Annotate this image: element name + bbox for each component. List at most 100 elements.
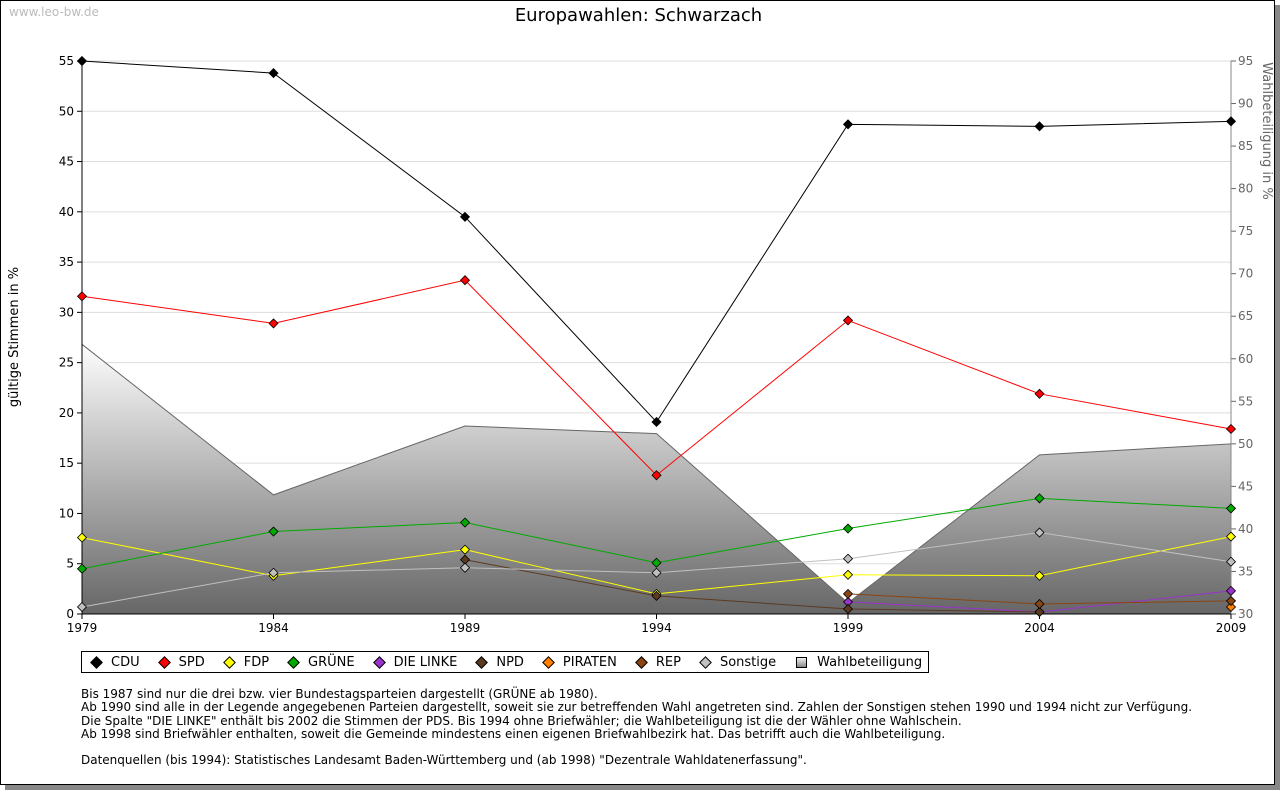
legend-marker-icon (372, 655, 386, 669)
data-point-rep (1034, 598, 1045, 610)
x-tick-label: 2004 (1024, 621, 1055, 635)
legend-item: Sonstige (695, 655, 776, 670)
data-point-grüne (268, 526, 279, 537)
y-tick-label: 55 (59, 54, 74, 68)
data-point-sonstige (651, 567, 662, 578)
y-tick-label: 10 (59, 506, 74, 520)
data-point-fdp (1225, 531, 1237, 542)
legend-label: NPD (496, 654, 524, 670)
data-point-spd (1034, 388, 1045, 399)
y2-tick-label: 60 (1238, 352, 1253, 366)
legend-label: SPD (178, 654, 205, 670)
data-point-grüne (459, 517, 471, 528)
series-line-cdu (81, 60, 1232, 423)
series-line-npd (464, 559, 1040, 613)
data-point-cdu (1225, 116, 1237, 127)
data-point-fdp (76, 532, 88, 543)
note-line: Bis 1987 sind nur die drei bzw. vier Bun… (81, 687, 598, 701)
legend-marker-icon (699, 655, 712, 669)
y2-tick-label: 75 (1238, 224, 1253, 238)
y2-tick-label: 65 (1238, 309, 1253, 323)
x-tick-label: 1989 (450, 621, 481, 635)
y-tick-label: 45 (59, 155, 74, 169)
y2-tick-label: 45 (1238, 479, 1253, 493)
chart-canvas: 0 5 10 15 20 25 30 35 40 45 50 55 30 35 40 45 50 55 60 65 70… (7, 54, 1274, 635)
note-line: Datenquellen (bis 1994): Statistisches L… (81, 753, 807, 768)
y-tick-label: 20 (59, 406, 74, 420)
data-point-rep (842, 588, 854, 599)
data-point-cdu (76, 55, 88, 67)
data-point-grüne (76, 563, 88, 574)
data-point-cdu (1034, 121, 1045, 132)
y2-tick-label: 50 (1238, 437, 1253, 451)
legend-marker-icon (157, 655, 171, 669)
legend-item: GRÜNE (283, 655, 355, 670)
y-tick-label: 0 (66, 607, 74, 621)
y2-tick-label: 30 (1238, 607, 1253, 621)
y-tick-label: 30 (59, 305, 74, 319)
data-point-fdp (459, 544, 471, 555)
y-tick-label: 40 (59, 205, 74, 219)
y-axis-label: gültige Stimmen in % (7, 267, 22, 407)
legend-item: Wahlbeteiligung (790, 655, 922, 670)
data-point-npd (1034, 606, 1045, 618)
y2-tick-label: 85 (1238, 139, 1253, 153)
data-point-sonstige (1034, 527, 1045, 538)
legend-label: PIRATEN (562, 654, 617, 670)
data-point-cdu (459, 211, 471, 222)
data-point-spd (459, 275, 471, 286)
y2-tick-label: 90 (1238, 97, 1253, 111)
data-point-npd (651, 590, 662, 601)
notes: Bis 1987 sind nur die drei bzw. vier Bun… (81, 687, 1193, 768)
legend-item: CDU (86, 655, 140, 670)
legend-item: FDP (219, 655, 269, 670)
data-point-piraten (1225, 601, 1237, 613)
legend-marker-icon (287, 655, 300, 669)
y-tick-label: 15 (59, 456, 74, 470)
legend-item: SPD (154, 655, 205, 670)
legend-label: Wahlbeteiligung (817, 654, 923, 670)
legend-area-icon (796, 656, 808, 668)
legend-item: NPD (471, 655, 524, 670)
legend-marker-icon (222, 655, 236, 669)
y-tick-label: 35 (59, 255, 74, 269)
x-tick-label: 1984 (258, 621, 289, 635)
data-point-rep (1225, 595, 1237, 606)
data-point-cdu (268, 67, 279, 79)
note-line: Ab 1998 sind Briefwähler enthalten, sowe… (81, 726, 946, 741)
data-point-npd (842, 603, 854, 615)
data-point-sonstige (268, 567, 279, 578)
data-point-grüne (1225, 503, 1237, 514)
note-line: Die Spalte "DIE LINKE" enthält bis 2002 … (81, 713, 962, 728)
y2-tick-label: 35 (1238, 564, 1253, 578)
y-tick-label: 5 (66, 557, 74, 571)
data-point-spd (651, 470, 662, 481)
x-tick-label: 1994 (641, 621, 672, 635)
x-tick-label: 1979 (67, 621, 98, 635)
data-point-grüne (651, 557, 662, 568)
y2-tick-label: 70 (1238, 267, 1253, 281)
legend-label: CDU (111, 654, 140, 670)
data-point-grüne (1034, 493, 1045, 504)
data-point-fdp (842, 569, 854, 580)
data-point-sonstige (76, 601, 88, 613)
data-point-fdp (1034, 570, 1045, 581)
data-point-cdu (842, 119, 854, 130)
data-point-sonstige (842, 553, 854, 564)
legend-item: DIE LINKE (369, 655, 457, 670)
legend-marker-icon (90, 655, 103, 669)
y-tick-label: 50 (59, 104, 74, 118)
data-point-spd (268, 318, 279, 329)
watermark: www.leo-bw.de (9, 5, 99, 19)
data-point-spd (1225, 423, 1237, 435)
data-point-spd (76, 291, 88, 302)
legend-label: GRÜNE (308, 654, 355, 670)
legend-label: REP (655, 654, 681, 670)
legend-label: Sonstige (719, 654, 777, 670)
note-line: Ab 1990 sind alle in der Legende angegeb… (81, 700, 1193, 715)
data-point-sonstige (459, 562, 471, 573)
x-tick-label: 1999 (833, 621, 864, 635)
y2-tick-label: 80 (1238, 182, 1253, 196)
data-point-sonstige (1225, 556, 1237, 567)
